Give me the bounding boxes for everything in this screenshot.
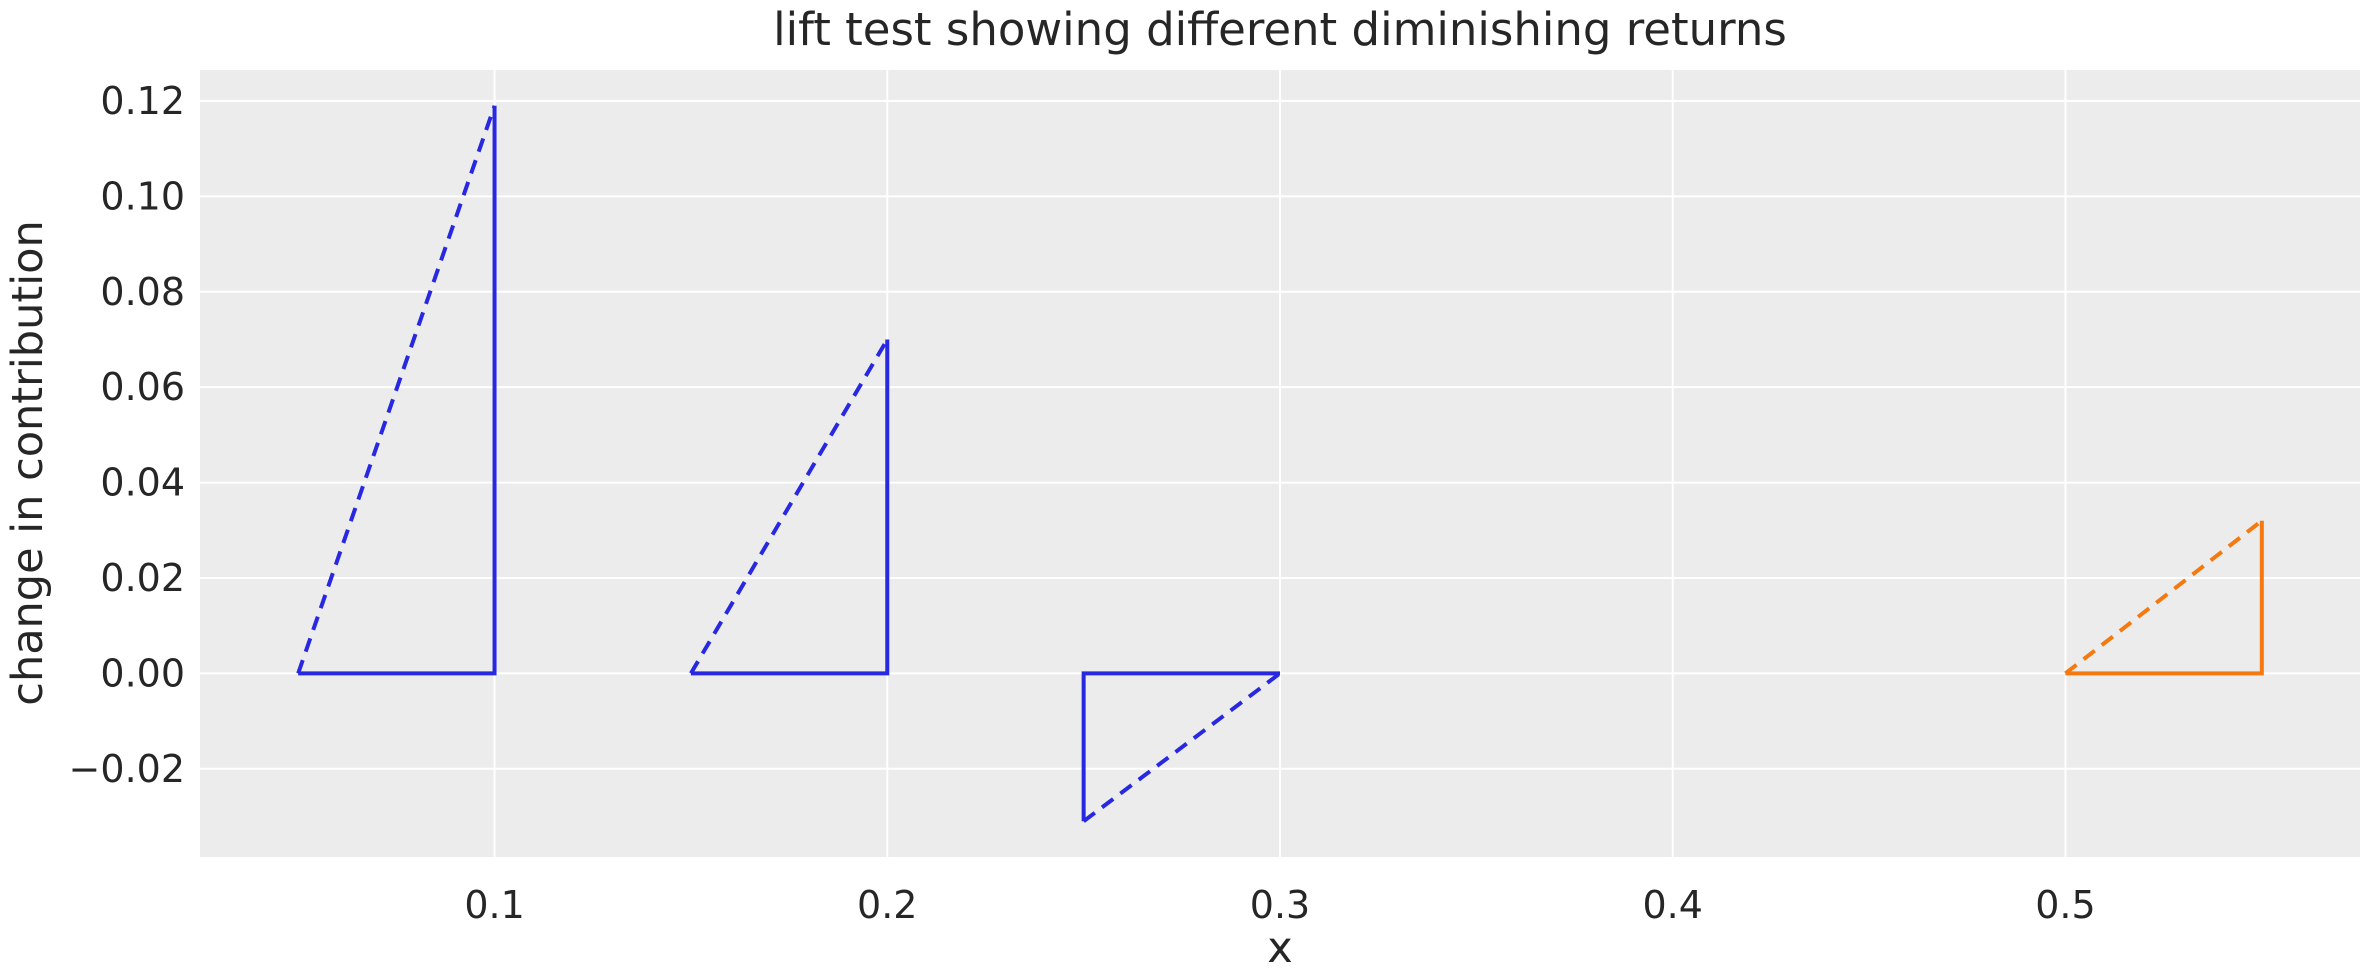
x-tick-labels: 0.1 0.2 0.3 0.4 0.5 [464,883,2095,927]
lift-triangle-1-solid-legs [298,105,497,676]
gridlines [200,70,2360,857]
y-tick-label-0.04: 0.04 [100,461,185,505]
lift-triangle-3-dashed-hypotenuse [1082,671,1282,823]
x-tick-label-0.5: 0.5 [2035,883,2095,927]
x-axis-label: x [1267,923,1292,973]
lift-triangle-4-solid-legs [2065,520,2264,676]
y-tick-label-0.02: 0.02 [100,556,185,600]
x-tick-label-0.3: 0.3 [1250,883,1310,927]
y-axis-label: change in contribution [3,220,53,705]
y-tick-label-0.00: 0.00 [100,651,185,695]
x-tick-label-0.4: 0.4 [1643,883,1703,927]
y-tick-label-0.08: 0.08 [100,270,185,314]
y-tick-label-0.06: 0.06 [100,365,185,409]
x-tick-label-0.2: 0.2 [857,883,917,927]
lift-triangle-3-solid-legs [1081,671,1280,822]
chart-title: lift test showing different diminishing … [773,3,1787,56]
y-tick-label-0.12: 0.12 [100,79,185,123]
y-tick-label-−0.02: −0.02 [69,747,185,791]
x-tick-label-0.1: 0.1 [464,883,524,927]
y-tick-label-0.10: 0.10 [100,174,185,218]
y-tick-labels: −0.02 0.00 0.02 0.04 0.06 0.08 0.10 0.12 [69,79,185,791]
lift-triangles [296,105,2264,823]
lift-triangle-4-dashed-hypotenuse [2064,519,2264,675]
lift-triangle-1-dashed-hypotenuse [296,105,497,675]
lift-triangle-2-solid-legs [690,339,890,676]
lift-triangle-2-dashed-hypotenuse [689,338,889,675]
